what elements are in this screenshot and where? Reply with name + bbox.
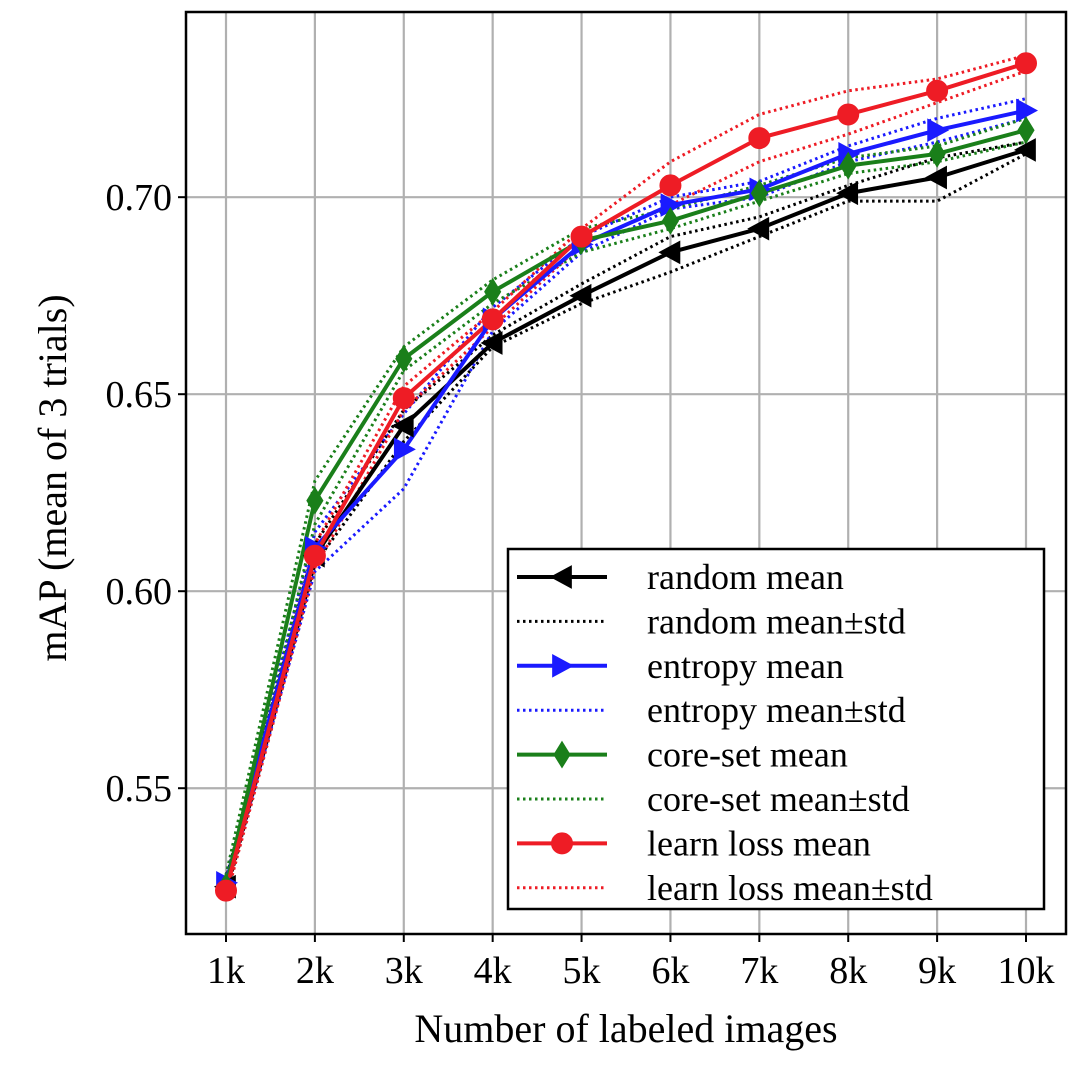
- series-2-point: [1017, 116, 1035, 145]
- series-3-mean-line: [224, 61, 1027, 892]
- legend-std-label-2: core-set mean±std: [647, 779, 910, 819]
- legend-mean-label-2: core-set mean: [647, 735, 848, 775]
- series-3-point: [837, 103, 860, 126]
- x-tick-label: 5k: [563, 950, 601, 992]
- series-2-point: [839, 151, 857, 180]
- series-0-point: [658, 240, 681, 265]
- series-0-point: [391, 413, 414, 438]
- legend-std-label-0: random mean±std: [647, 601, 906, 641]
- series-2-mean-line: [224, 128, 1027, 888]
- y-axis-ticks: 0.55 0.60 0.65 0.70: [106, 177, 186, 810]
- x-tick-label: 9k: [918, 950, 956, 992]
- series-3-point: [926, 79, 949, 102]
- series-1-point: [393, 437, 416, 462]
- series-3-point: [392, 387, 415, 410]
- y-tick-label: 0.70: [106, 177, 173, 219]
- series-0-point: [480, 331, 503, 355]
- y-axis-label: mAP (mean of 3 trials): [30, 294, 75, 661]
- series-1-point: [1016, 98, 1039, 123]
- legend-mean-label-0: random mean: [647, 557, 844, 597]
- series-2-point: [750, 179, 768, 208]
- series-0-lower-std-line: [224, 152, 1027, 895]
- x-tick-label: 7k: [740, 950, 778, 992]
- y-tick-label: 0.60: [106, 571, 173, 613]
- legend-mean-marker-3: [551, 832, 573, 855]
- series-3-point: [1015, 52, 1037, 75]
- grid: [186, 12, 1066, 934]
- x-tick-label: 2k: [296, 950, 334, 992]
- series-3-point: [481, 308, 504, 331]
- series-2-point: [306, 486, 324, 515]
- x-tick-label: 8k: [829, 950, 867, 992]
- series-0-point: [836, 181, 859, 206]
- series-2-upper-std-line: [224, 116, 1027, 876]
- series-3-point: [748, 127, 771, 150]
- series-0-mean-line: [224, 147, 1027, 888]
- legend-mean-label-3: learn loss mean: [647, 823, 871, 863]
- x-axis-ticks: 1k 2k 3k 4k 5k 6k 7k 8k 9k 10k: [207, 934, 1055, 992]
- series-1-mean-line: [224, 108, 1027, 884]
- y-tick-label: 0.65: [106, 374, 173, 416]
- series-3-point: [215, 879, 237, 902]
- legend-mean-marker-0: [549, 565, 572, 589]
- series-3-point: [303, 544, 326, 567]
- series-3-upper-std-line: [224, 53, 1027, 884]
- series-2-point: [484, 277, 502, 306]
- legend-mean-marker-2: [553, 740, 571, 769]
- legend-mean-marker-1: [552, 653, 575, 678]
- series-2-point: [661, 206, 680, 235]
- plot-frame: [184, 10, 1068, 936]
- series-0-point: [1013, 138, 1036, 162]
- mean-lines: [224, 61, 1027, 892]
- series-2-point: [395, 344, 413, 373]
- series-3-point: [659, 174, 682, 197]
- series-2-point: [928, 139, 946, 168]
- series-0-point: [925, 165, 947, 190]
- x-tick-label: 3k: [385, 950, 423, 992]
- x-tick-label: 1k: [207, 950, 245, 992]
- legend-std-label-3: learn loss mean±std: [647, 868, 933, 908]
- y-tick-label: 0.55: [106, 768, 173, 810]
- markers: [213, 52, 1039, 902]
- x-tick-label: 6k: [651, 950, 689, 992]
- x-axis-label: Number of labeled images: [414, 1006, 837, 1051]
- series-2-lower-std-line: [224, 140, 1027, 899]
- legend-box: [506, 547, 1046, 911]
- series-1-point: [927, 118, 950, 143]
- x-tick-label: 4k: [474, 950, 512, 992]
- legend-std-label-1: entropy mean±std: [647, 690, 906, 730]
- x-tick-label: 10k: [998, 950, 1055, 992]
- series-0-point: [569, 283, 592, 308]
- series-3-point: [570, 225, 593, 248]
- legend-mean-label-1: entropy mean: [647, 646, 844, 686]
- series-0-point: [747, 216, 770, 241]
